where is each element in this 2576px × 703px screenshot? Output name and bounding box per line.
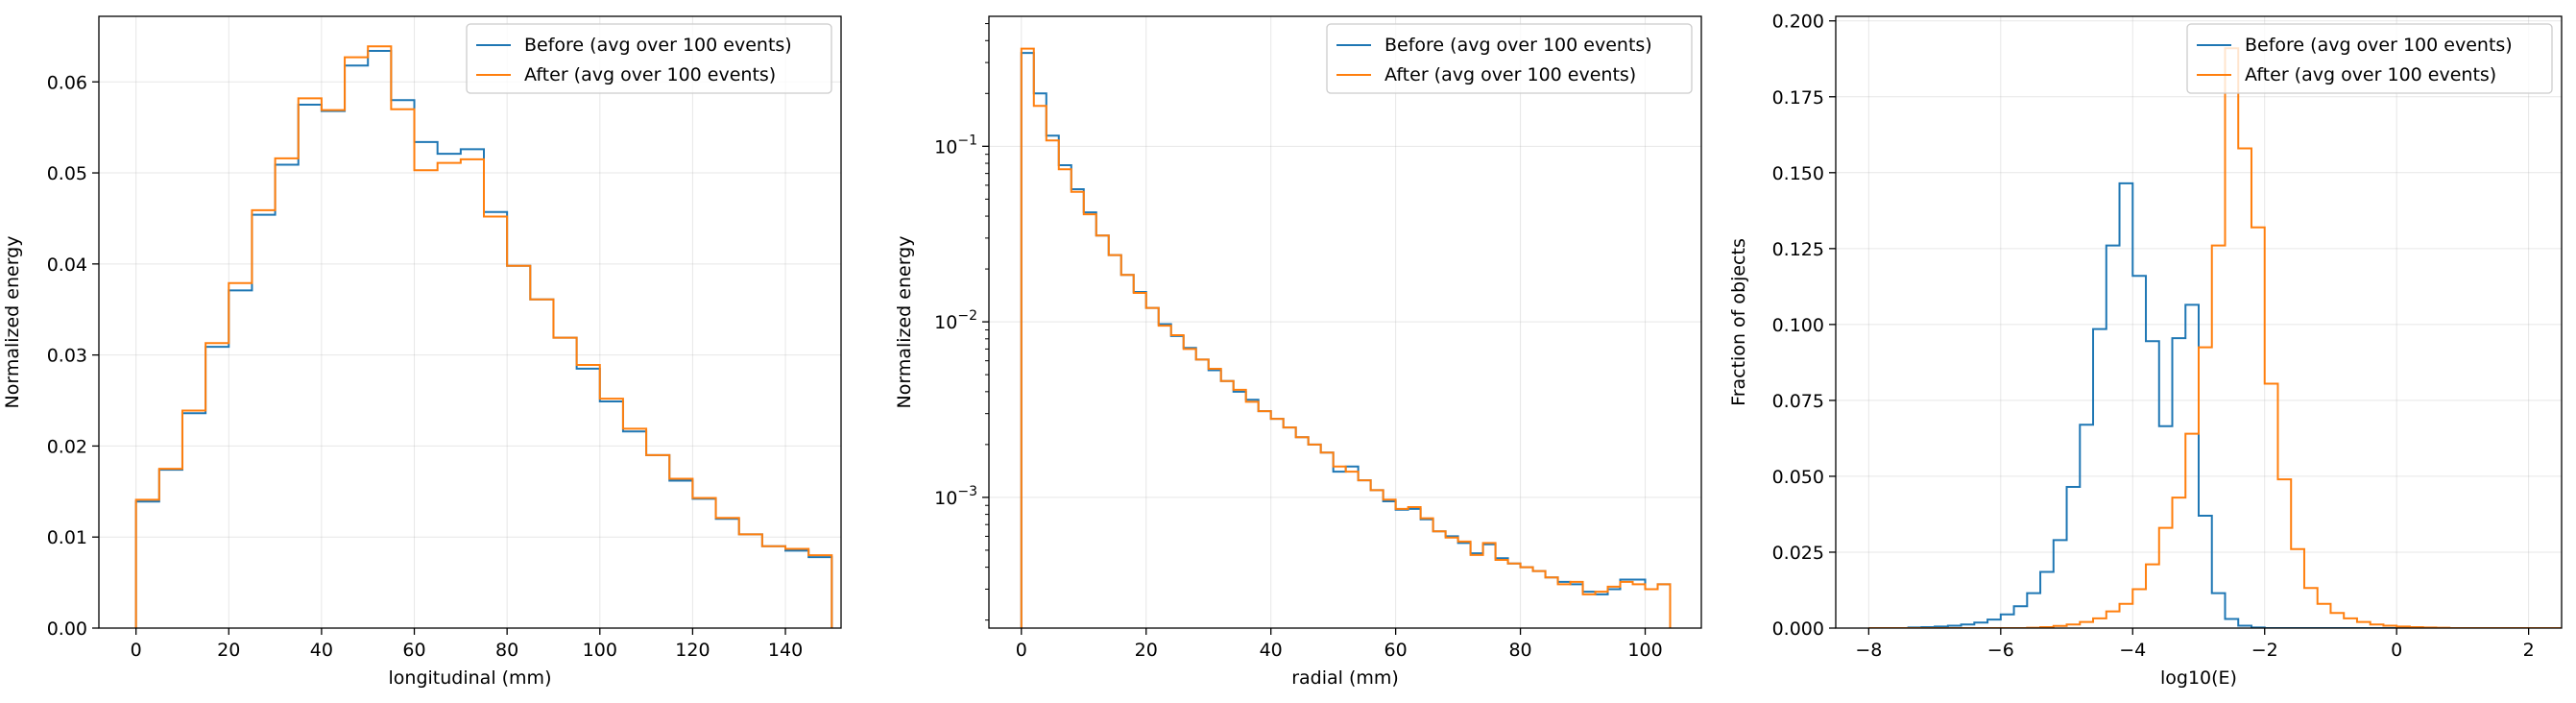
x-tick-label: 100 <box>583 640 617 661</box>
y-tick-label: 0.075 <box>1772 391 1824 412</box>
series-line-before <box>1868 182 2562 628</box>
y-axis-label: Normalized energy <box>894 236 915 409</box>
x-axis-label: radial (mm) <box>1291 667 1399 689</box>
legend: Before (avg over 100 events) After (avg o… <box>1326 23 1693 94</box>
y-tick-label: 0.150 <box>1772 163 1824 184</box>
y-tick-label: 0.100 <box>1772 315 1824 336</box>
series-line-after <box>134 45 833 628</box>
x-tick-label: 80 <box>1508 640 1531 661</box>
legend: Before (avg over 100 events) After (avg o… <box>466 23 832 94</box>
legend-box <box>466 23 832 94</box>
axes-frame <box>1835 15 2563 629</box>
y-tick-label: 10−1 <box>934 133 977 158</box>
x-tick-label: 60 <box>402 640 425 661</box>
x-tick-label: −4 <box>2119 640 2146 661</box>
legend-label-before: Before (avg over 100 events) <box>2245 35 2513 56</box>
y-tick-label: 0.06 <box>47 72 87 93</box>
x-tick-label: 20 <box>217 640 240 661</box>
series-line-after <box>1020 47 1672 628</box>
legend-label-before: Before (avg over 100 events) <box>524 35 792 56</box>
y-tick-label: 0.025 <box>1772 543 1824 564</box>
y-axis-label: Fraction of objects <box>1728 238 1749 406</box>
legend-label-after: After (avg over 100 events) <box>1384 64 1636 85</box>
series-line-before <box>1020 52 1672 628</box>
x-tick-label: 60 <box>1384 640 1408 661</box>
x-tick-label: 20 <box>1135 640 1158 661</box>
x-tick-label: 0 <box>131 640 142 661</box>
y-tick-label: 0.02 <box>47 436 87 457</box>
series-line-after <box>1868 47 2562 628</box>
y-tick-label: 0.200 <box>1772 12 1824 33</box>
x-tick-label: 2 <box>2523 640 2535 661</box>
legend-label-after: After (avg over 100 events) <box>524 64 776 85</box>
legend-label-after: After (avg over 100 events) <box>2245 64 2496 85</box>
x-axis-label: log10(E) <box>2160 667 2237 689</box>
y-tick-label: 0.05 <box>47 163 87 184</box>
y-tick-label: 0.00 <box>47 618 87 640</box>
x-tick-label: −8 <box>1855 640 1882 661</box>
y-tick-label: 10−2 <box>934 308 977 333</box>
chart-panel-3: −8 −6 −4 −2 0 2 0.000 0.025 0.050 0.075 0.100 0.125… <box>1728 12 2563 689</box>
series-line-before <box>134 50 833 628</box>
y-axis-label: Normalized energy <box>2 236 23 409</box>
x-tick-label: −2 <box>2251 640 2278 661</box>
x-tick-label: 40 <box>310 640 333 661</box>
legend-box <box>1326 23 1693 94</box>
y-tick-label: 0.03 <box>47 346 87 367</box>
y-tick-label: 0.04 <box>47 255 87 276</box>
x-tick-label: 80 <box>495 640 518 661</box>
y-tick-label: 0.000 <box>1772 618 1824 640</box>
legend: Before (avg over 100 events) After (avg o… <box>2186 23 2553 94</box>
x-axis-label: longitudinal (mm) <box>389 667 552 689</box>
x-tick-label: 0 <box>1016 640 1027 661</box>
x-tick-label: 120 <box>675 640 710 661</box>
x-tick-label: 100 <box>1627 640 1662 661</box>
x-tick-label: −6 <box>1987 640 2014 661</box>
x-tick-label: 0 <box>2391 640 2402 661</box>
x-tick-label: 140 <box>768 640 803 661</box>
axes-frame <box>98 15 842 629</box>
y-tick-label: 0.125 <box>1772 239 1824 260</box>
y-tick-label: 0.175 <box>1772 87 1824 109</box>
chart-panel-2: 0 20 40 60 80 100 10−3 10−2 10−1 radial (mm) Norma… <box>894 15 1702 689</box>
legend-label-before: Before (avg over 100 events) <box>1384 35 1652 56</box>
y-tick-label: 10−3 <box>934 484 977 509</box>
y-tick-label: 0.050 <box>1772 467 1824 488</box>
legend-box <box>2186 23 2553 94</box>
chart-panel-1: 0 20 40 60 80 100 120 140 0.00 0.01 0.02 0.03 0.04 0.… <box>2 15 842 689</box>
y-tick-label: 0.01 <box>47 527 87 548</box>
x-tick-label: 40 <box>1260 640 1283 661</box>
